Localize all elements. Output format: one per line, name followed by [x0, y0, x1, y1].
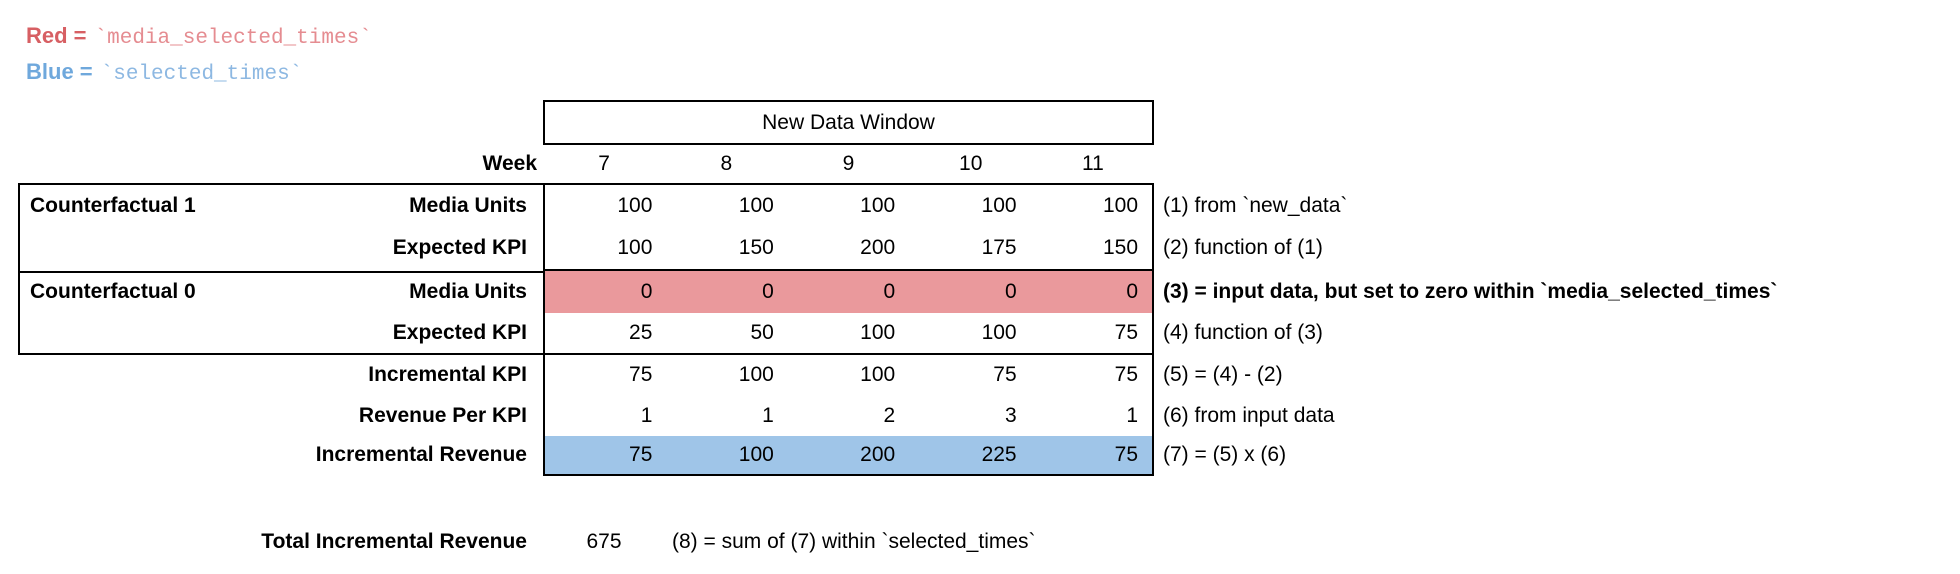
table-row: 100 150 200 175 150 — [545, 227, 1152, 269]
table-row: 1 1 2 3 1 — [545, 395, 1152, 436]
table-header-title: New Data Window — [762, 111, 935, 134]
table-cell: 25 — [629, 321, 653, 344]
row-annotation: (4) function of (3) — [1163, 321, 1323, 344]
table-cell: 200 — [860, 443, 896, 466]
row-annotation: (5) = (4) - (2) — [1163, 363, 1283, 386]
table-cell: 1 — [1126, 403, 1139, 427]
table-cell: 100 — [981, 194, 1017, 217]
table-cell: 150 — [1102, 236, 1139, 259]
table-cell: 2 — [883, 403, 896, 427]
row-label-expected-kpi-cf0: Expected KPI — [392, 321, 527, 344]
table-cell: 0 — [1004, 280, 1017, 303]
week-header-cell: 11 — [1082, 152, 1104, 175]
legend-blue-line: Blue = `selected_times` — [26, 56, 302, 88]
row-label-incremental-kpi: Incremental KPI — [368, 363, 527, 386]
table-row: 25 50 100 100 75 — [545, 313, 1152, 353]
header-box-border — [543, 100, 1154, 145]
table-row: 75 100 100 75 75 — [545, 355, 1152, 395]
divider — [543, 353, 1154, 355]
week-row-label: Week — [482, 152, 537, 175]
legend-blue-label: Blue = — [26, 59, 93, 84]
table-cell: 3 — [1004, 403, 1017, 427]
table-cell: 0 — [762, 280, 774, 303]
row-annotation: (7) = (5) x (6) — [1163, 443, 1287, 466]
row-label-media-units-cf0: Media Units — [409, 280, 527, 303]
table-cell: 175 — [981, 236, 1017, 259]
table-cell: 100 — [981, 321, 1017, 344]
table-cell: 100 — [738, 363, 774, 386]
table-cell: 150 — [738, 236, 774, 259]
week-header-cell: 8 — [720, 152, 733, 175]
total-label: Total Incremental Revenue — [261, 530, 527, 553]
total-value: 675 — [586, 530, 622, 553]
row-label-expected-kpi-cf1: Expected KPI — [392, 236, 527, 259]
table-cell: 75 — [629, 443, 653, 466]
table-cell: 100 — [860, 321, 896, 344]
table-cell: 100 — [738, 194, 774, 217]
table-cell: 100 — [1102, 194, 1139, 217]
blue-highlight-band — [545, 436, 1152, 474]
red-highlight-band — [545, 271, 1152, 313]
table-cell: 75 — [1114, 363, 1139, 386]
row-annotation: (6) from input data — [1163, 403, 1335, 427]
table-cell: 75 — [1114, 321, 1139, 344]
table-cell: 200 — [860, 236, 896, 259]
row-annotation: (1) from `new_data` — [1163, 194, 1348, 217]
table-cell: 100 — [617, 194, 653, 217]
row-label-revenue-per-kpi: Revenue Per KPI — [358, 403, 527, 427]
row-annotation: (3) = input data, but set to zero within… — [1163, 280, 1778, 303]
legend-red-line: Red = `media_selected_times` — [26, 20, 372, 52]
week-header-cell: 7 — [598, 152, 610, 175]
table-cell: 100 — [617, 236, 653, 259]
divider — [543, 269, 1154, 271]
counterfactual-0-box-border — [18, 271, 545, 355]
group-label-counterfactual-0: Counterfactual 0 — [30, 280, 196, 303]
legend-red-label: Red = — [26, 23, 87, 48]
row-label-media-units-cf1: Media Units — [409, 194, 527, 217]
total-annotation: (8) = sum of (7) within `selected_times` — [672, 530, 1036, 553]
group-label-counterfactual-1: Counterfactual 1 — [30, 194, 196, 217]
table-row: 100 100 100 100 100 — [545, 185, 1152, 227]
table-cell: 75 — [1114, 443, 1139, 466]
table-cell: 0 — [640, 280, 653, 303]
table-cell: 75 — [993, 363, 1017, 386]
legend-red-code: `media_selected_times` — [94, 27, 372, 50]
legend-blue-code: `selected_times` — [100, 63, 303, 86]
table-cell: 100 — [738, 443, 774, 466]
table-cell: 75 — [629, 363, 653, 386]
week-header-row: 7 8 9 10 11 — [543, 145, 1154, 183]
week-header-cell: 10 — [959, 152, 983, 175]
table-cell: 100 — [860, 363, 896, 386]
table-cell: 0 — [883, 280, 896, 303]
table-row-red: 0 0 0 0 0 — [545, 271, 1152, 313]
table-cell: 225 — [981, 443, 1017, 466]
week-header-cell: 9 — [842, 152, 855, 175]
table-row-blue: 75 100 200 225 75 — [545, 436, 1152, 474]
row-annotation: (2) function of (1) — [1163, 236, 1323, 259]
row-label-incremental-revenue: Incremental Revenue — [315, 443, 527, 466]
table-cell: 1 — [762, 403, 774, 427]
table-cell: 50 — [750, 321, 774, 344]
table-cell: 1 — [640, 403, 653, 427]
table-cell: 100 — [860, 194, 896, 217]
table-cell: 0 — [1126, 280, 1139, 303]
